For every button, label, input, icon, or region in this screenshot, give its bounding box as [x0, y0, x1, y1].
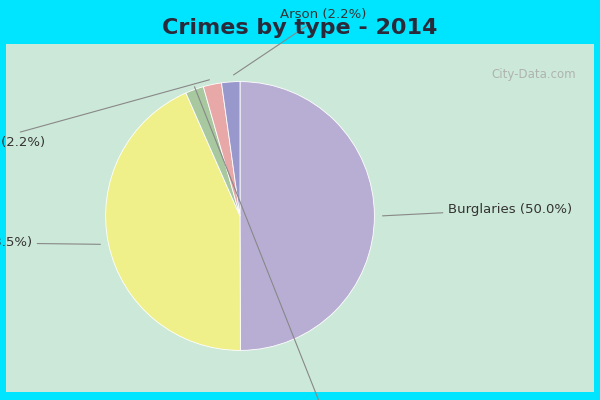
Text: Crimes by type - 2014: Crimes by type - 2014 [163, 18, 437, 38]
Text: Thefts (43.5%): Thefts (43.5%) [0, 236, 100, 249]
Wedge shape [240, 82, 374, 350]
Wedge shape [221, 82, 240, 216]
Wedge shape [203, 83, 240, 216]
Text: Assaults (2.2%): Assaults (2.2%) [194, 87, 377, 400]
Text: City-Data.com: City-Data.com [492, 68, 577, 81]
Wedge shape [106, 93, 241, 350]
Wedge shape [186, 87, 240, 216]
Text: Burglaries (50.0%): Burglaries (50.0%) [383, 203, 572, 216]
Text: Arson (2.2%): Arson (2.2%) [233, 8, 367, 75]
Text: Auto thefts (2.2%): Auto thefts (2.2%) [0, 80, 209, 148]
